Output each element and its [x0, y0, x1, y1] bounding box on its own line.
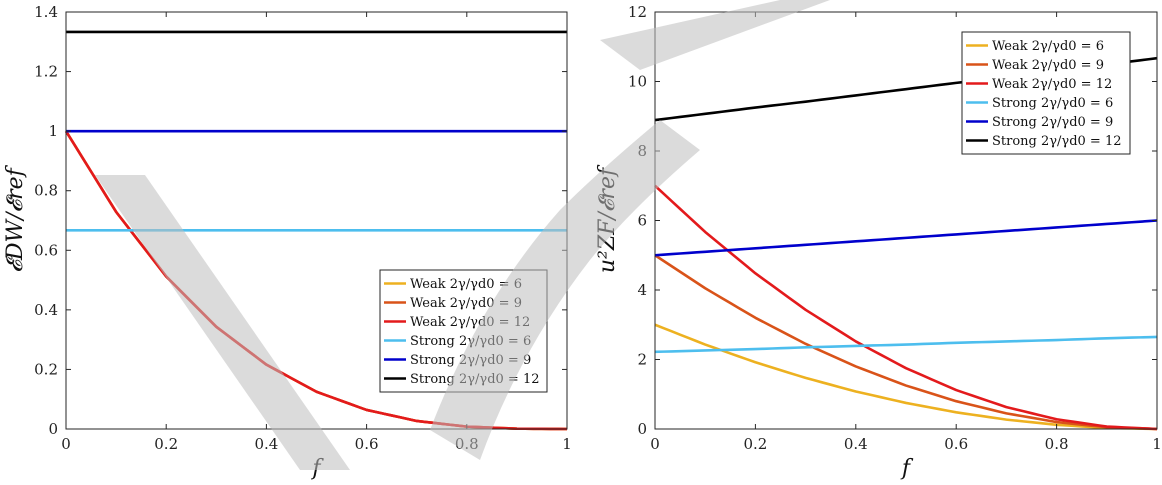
- x-axis-label: f: [310, 456, 324, 481]
- x-tick-label: 0.8: [1045, 435, 1069, 453]
- y-tick-label: 0.2: [34, 360, 58, 378]
- legend-entry: Strong 2γ/γd0 = 9: [992, 115, 1113, 130]
- y-tick-label: 0.6: [34, 241, 58, 259]
- series-line-3: [654, 184, 1158, 431]
- legend-entry: Weak 2γ/γd0 = 9: [992, 58, 1104, 73]
- legend: Weak 2γ/γd0 = 6 Weak 2γ/γd0 = 9 Weak 2γ/γd…: [379, 269, 548, 393]
- legend-entry: Strong 2γ/γd0 = 6: [992, 96, 1113, 111]
- legend-entry: Weak 2γ/γd0 = 12: [410, 315, 530, 330]
- legend-entry: Strong 2γ/γd0 = 9: [410, 353, 531, 368]
- x-tick-label: 0.4: [844, 435, 868, 453]
- y-tick-label: 4: [637, 281, 647, 299]
- y-tick-label: 12: [628, 3, 647, 21]
- series-line-4: [654, 335, 1158, 354]
- x-tick-label: 0: [61, 435, 71, 453]
- legend: Weak 2γ/γd0 = 6 Weak 2γ/γd0 = 9 Weak 2γ/γd…: [961, 31, 1131, 155]
- y-tick-label: 0.4: [34, 301, 58, 319]
- legend-entry: Strong 2γ/γd0 = 12: [410, 372, 539, 387]
- y-tick-label: 6: [637, 212, 647, 230]
- y-tick-label: 0: [48, 420, 58, 438]
- x-tick-label: 0.6: [944, 435, 968, 453]
- x-tick-label: 0.2: [154, 435, 178, 453]
- x-tick-label: 0: [650, 435, 660, 453]
- series-line-2: [654, 254, 1158, 431]
- y-tick-label: 0: [637, 420, 647, 438]
- left-chart: 0 0.2 0.4 0.6 0.8 1 0 0.2 0.4 0.6 0.8 1 1.2 1.4 f 𝓔DW/𝓔…: [3, 3, 572, 481]
- y-tick-label: 1.2: [34, 63, 58, 81]
- legend-entry: Weak 2γ/γd0 = 9: [410, 296, 522, 311]
- y-tick-label: 2: [637, 351, 647, 369]
- x-tick-label: 0.8: [455, 435, 479, 453]
- x-axis-label: f: [900, 456, 914, 481]
- legend-entry: Weak 2γ/γd0 = 12: [992, 77, 1112, 92]
- y-tick-label: 8: [637, 142, 647, 160]
- x-tick-label: 1: [1152, 435, 1162, 453]
- legend-entry: Strong 2γ/γd0 = 6: [410, 334, 531, 349]
- legend-box: [961, 31, 1131, 155]
- series-line-1: [654, 323, 1158, 431]
- legend-entry: Strong 2γ/γd0 = 12: [992, 134, 1121, 149]
- x-tick-label: 0.2: [743, 435, 767, 453]
- y-axis-label: u²ZF/𝓔ref: [595, 164, 620, 273]
- y-tick-label: 0.8: [34, 182, 58, 200]
- legend-entry: Weak 2γ/γd0 = 6: [992, 39, 1104, 54]
- y-axis-label: 𝓔DW/𝓔ref: [3, 164, 28, 272]
- x-tick-label: 0.6: [355, 435, 379, 453]
- y-tick-label: 1: [48, 122, 58, 140]
- x-tick-label: 0.4: [254, 435, 278, 453]
- x-tick-label: 1: [562, 435, 572, 453]
- series-line-5: [654, 219, 1158, 257]
- y-tick-label: 1.4: [34, 3, 58, 21]
- y-tick-label: 10: [628, 73, 647, 91]
- legend-entry: Weak 2γ/γd0 = 6: [410, 277, 522, 292]
